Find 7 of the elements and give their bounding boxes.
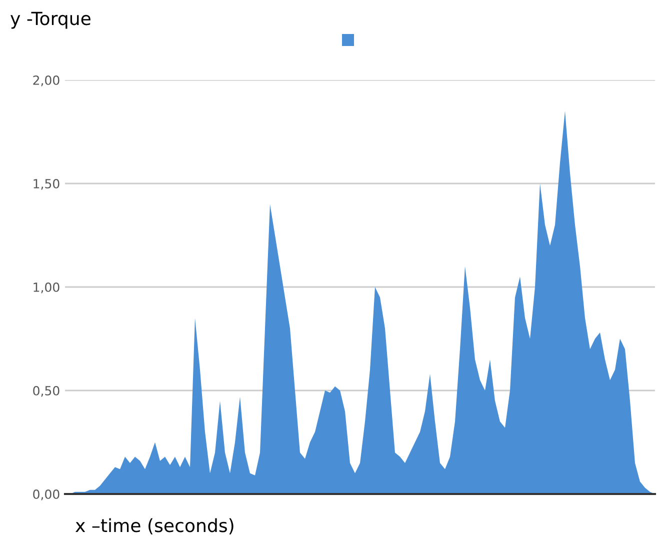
y-tick-label: 2,00 [33,75,60,86]
y-axis-title: y -Torque [10,12,90,29]
y-tick-label: 0,00 [33,489,60,500]
x-axis-title: x –time (seconds) [76,518,234,534]
y-tick-label: 0,50 [33,386,60,397]
y-tick-label: 1,00 [34,282,60,294]
y-tick-label: 1,50 [34,178,60,190]
